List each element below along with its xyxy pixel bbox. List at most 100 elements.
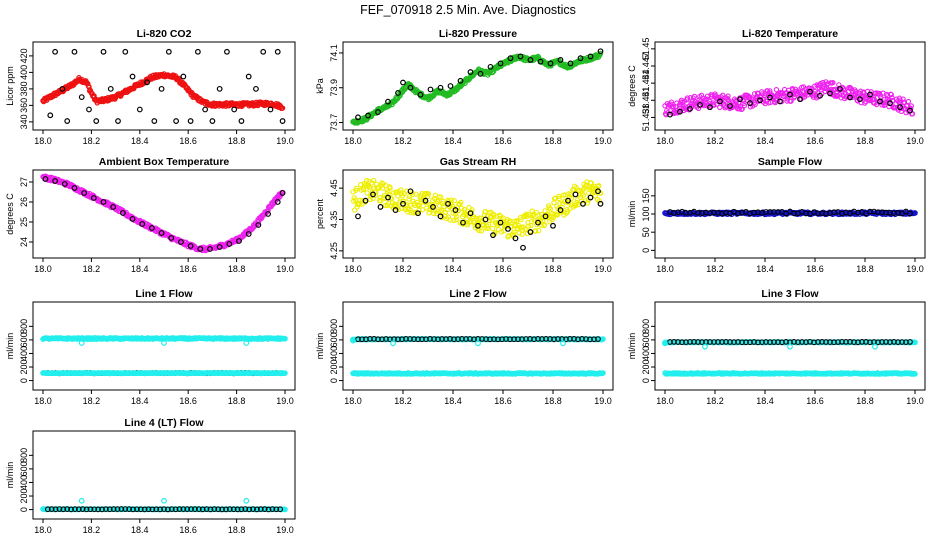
data-point: [90, 195, 97, 201]
data-point: [907, 339, 913, 345]
plot-frame: [654, 41, 926, 131]
data-point: [823, 339, 829, 345]
data-point: [897, 104, 903, 111]
data-point: [757, 97, 763, 104]
x-tick-label: 19.0: [906, 396, 924, 406]
data-point: [365, 183, 371, 190]
y-tick-label: 51.447: [641, 52, 651, 80]
series-cyan: [662, 340, 878, 350]
data-point: [791, 210, 797, 217]
x-tick-label: 18.6: [806, 136, 824, 146]
y-tick-label: 200: [641, 360, 651, 375]
data-point: [863, 339, 869, 345]
y-tick-label: 51.444: [641, 69, 651, 97]
data-point: [815, 210, 821, 217]
data-point: [87, 506, 94, 513]
data-point: [427, 335, 433, 342]
y-tick-label: 600: [329, 332, 339, 347]
data-point: [461, 206, 468, 213]
data-point: [75, 506, 82, 513]
y-tick-label: 51.45: [641, 38, 651, 61]
data-point: [565, 200, 571, 206]
data-point: [279, 190, 286, 196]
data-point: [683, 209, 689, 216]
data-point: [877, 98, 883, 105]
data-point: [540, 217, 546, 224]
data-point: [375, 109, 381, 115]
x-tick-label: 18.6: [179, 136, 197, 146]
data-point: [224, 48, 230, 55]
data-point: [438, 207, 445, 214]
data-point: [887, 100, 893, 107]
y-axis-label: ml/min: [5, 333, 15, 360]
data-point: [207, 506, 214, 513]
data-point: [110, 506, 117, 513]
y-tick-label: 0: [329, 378, 339, 383]
data-point: [365, 112, 371, 119]
y-tick-label: 73.7: [329, 114, 339, 132]
data-point: [282, 335, 288, 342]
data-point: [422, 197, 429, 204]
data-point: [467, 69, 474, 75]
data-point: [359, 336, 365, 343]
data-point: [491, 336, 497, 343]
data-point: [52, 48, 58, 55]
data-point: [100, 48, 107, 55]
data-point: [458, 199, 464, 206]
data-point: [71, 48, 78, 55]
data-point: [165, 506, 171, 513]
data-point: [855, 339, 861, 346]
data-point: [130, 506, 136, 513]
data-point: [216, 244, 223, 250]
series-cyan: [350, 370, 606, 377]
data-point: [245, 231, 252, 237]
x-tick-label: 19.0: [906, 136, 924, 146]
data-point: [843, 339, 849, 345]
x-tick-label: 18.0: [656, 396, 674, 406]
data-point: [148, 225, 155, 231]
x-tick-label: 18.0: [656, 264, 674, 274]
x-tick-label: 19.0: [276, 525, 294, 535]
data-point: [518, 217, 524, 223]
data-point: [207, 246, 213, 252]
y-tick-label: 800: [19, 448, 29, 463]
data-point: [554, 212, 561, 218]
x-tick-label: 18.4: [756, 396, 774, 406]
data-point: [430, 204, 436, 210]
data-point: [475, 340, 481, 347]
series-green: [350, 50, 604, 126]
data-point: [100, 199, 107, 205]
data-point: [887, 209, 893, 216]
data-point: [903, 339, 909, 346]
data-point: [683, 339, 689, 345]
data-point: [238, 506, 245, 513]
data-point: [119, 210, 126, 216]
data-point: [471, 336, 477, 343]
data-point: [391, 190, 397, 196]
data-point: [497, 60, 504, 67]
data-point: [815, 339, 821, 345]
data-point: [399, 336, 405, 343]
data-point: [511, 229, 517, 235]
data-point: [819, 210, 825, 216]
data-point: [515, 336, 521, 343]
data-point: [387, 336, 393, 343]
data-point: [431, 195, 437, 202]
data-point: [44, 506, 51, 513]
data-point: [468, 209, 475, 215]
data-point: [61, 181, 68, 187]
x-tick-label: 19.0: [276, 136, 294, 146]
data-point: [837, 85, 843, 92]
plot-area: [40, 335, 288, 377]
data-point: [797, 96, 803, 103]
series-cyan: [662, 370, 918, 377]
data-point: [437, 84, 444, 91]
data-point: [273, 506, 280, 513]
x-tick-label: 18.2: [394, 264, 412, 274]
data-point: [216, 85, 223, 92]
data-point: [362, 197, 369, 204]
